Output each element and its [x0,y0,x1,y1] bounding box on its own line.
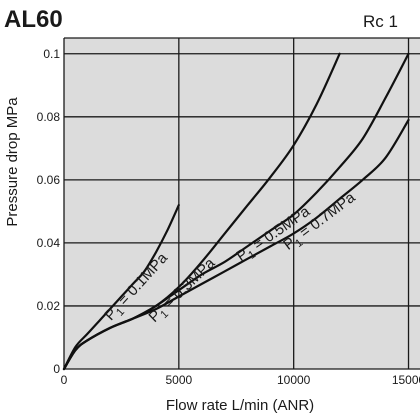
y-tick-label: 0.08 [37,110,61,124]
y-tick-label: 0.06 [37,173,61,187]
y-axis-label: Pressure drop MPa [4,97,21,227]
y-tick-label: 0.04 [37,236,61,250]
x-tick-label: 10000 [277,373,311,387]
chart-title-model: AL60 [4,6,63,33]
y-tick-label: 0.1 [43,47,60,61]
chart-title-port: Rc 1 [363,12,398,31]
y-tick-label: 0.02 [37,299,61,313]
series-line-0 [62,204,180,371]
plot-area [64,38,420,369]
x-axis-label: Flow rate L/min (ANR) [166,397,314,414]
series-curves [62,52,410,371]
grid-lines [63,37,420,370]
series-line-3 [62,118,410,371]
y-tick-label: 0 [53,362,60,376]
x-tick-label: 5000 [165,373,192,387]
x-tick-label: 0 [61,373,68,387]
